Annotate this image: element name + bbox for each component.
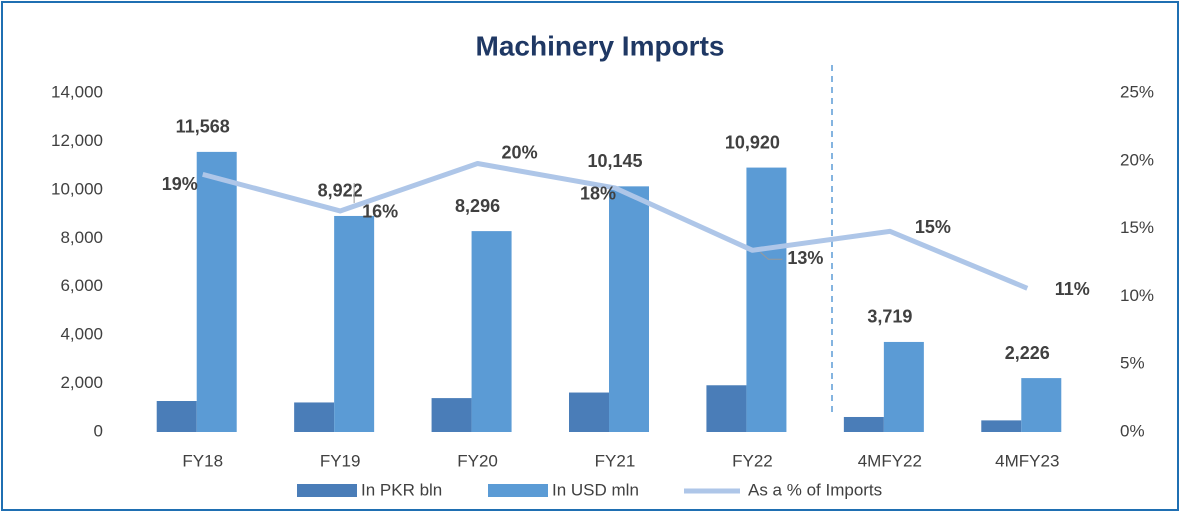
legend-swatch	[488, 484, 548, 497]
y-tick-label: 10,000	[51, 179, 103, 198]
data-label: 10,920	[725, 132, 780, 152]
chart-title: Machinery Imports	[476, 30, 725, 61]
y-tick-label: 8,000	[60, 228, 103, 247]
x-tick-label: 4MFY23	[995, 451, 1059, 470]
y-tick-label: 0	[94, 421, 103, 440]
data-label: 2,226	[1005, 343, 1050, 363]
y2-tick-label: 0%	[1120, 421, 1145, 440]
y2-tick-label: 10%	[1120, 286, 1154, 305]
legend-swatch	[297, 484, 357, 497]
data-label: 13%	[787, 248, 823, 268]
data-label: 16%	[362, 202, 398, 222]
bar	[609, 186, 649, 432]
y2-tick-label: 15%	[1120, 218, 1154, 237]
data-label: 3,719	[867, 307, 912, 327]
bar	[431, 398, 472, 432]
bar	[156, 401, 197, 432]
y-tick-label: 12,000	[51, 131, 103, 150]
y2-tick-label: 25%	[1120, 82, 1154, 101]
leader-line	[760, 251, 783, 260]
bar	[706, 385, 747, 432]
bar	[334, 215, 375, 432]
data-label: 11,568	[176, 117, 230, 137]
data-label: 10,145	[587, 151, 642, 171]
data-label: 8,296	[455, 196, 500, 216]
y-tick-label: 14,000	[51, 82, 103, 101]
bar	[569, 392, 609, 432]
bar	[981, 420, 1022, 432]
legend-label: In PKR bln	[361, 480, 442, 499]
data-label: 11%	[1055, 279, 1090, 299]
data-label: 18%	[580, 184, 616, 204]
x-tick-label: FY20	[457, 451, 498, 470]
y-tick-label: 2,000	[60, 373, 103, 392]
x-tick-label: FY19	[320, 451, 361, 470]
bar	[196, 151, 237, 432]
x-tick-label: FY18	[182, 451, 223, 470]
y2-tick-label: 5%	[1120, 354, 1145, 373]
bar	[883, 341, 924, 432]
bar	[1021, 378, 1062, 432]
bar	[471, 231, 512, 432]
y-tick-label: 4,000	[60, 325, 103, 344]
y2-tick-label: 20%	[1120, 150, 1154, 169]
y-tick-label: 6,000	[60, 276, 103, 295]
legend-label: In USD mln	[552, 480, 639, 499]
bar	[294, 402, 335, 432]
legend-label: As a % of Imports	[748, 480, 882, 499]
x-tick-label: 4MFY22	[858, 451, 922, 470]
line	[202, 161, 1029, 291]
x-tick-label: FY21	[595, 451, 636, 470]
x-tick-label: FY22	[732, 451, 773, 470]
data-label: 8,922	[318, 181, 363, 201]
data-label: 20%	[502, 142, 538, 162]
bar	[843, 416, 884, 432]
bar	[746, 167, 787, 432]
data-label: 15%	[915, 217, 951, 237]
data-label: 19%	[162, 174, 198, 194]
